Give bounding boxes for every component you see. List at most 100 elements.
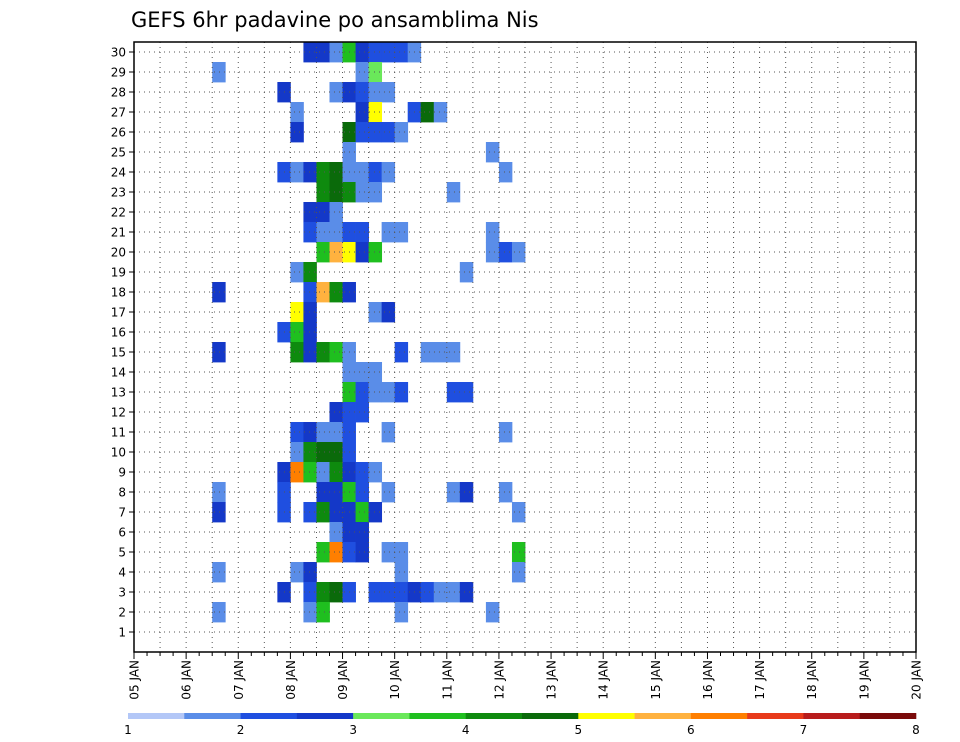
y-tick-label: 20 <box>111 246 126 260</box>
colorbar-swatch <box>522 713 579 719</box>
heatmap-cell <box>446 182 461 203</box>
y-tick-label: 10 <box>111 446 126 460</box>
heatmap-cell <box>355 102 369 123</box>
y-tick-label: 15 <box>111 346 126 360</box>
colorbar: 1234567810121520 <box>124 713 920 737</box>
heatmap-cell <box>368 502 383 523</box>
heatmap-cell <box>290 422 304 443</box>
heatmap-cell <box>368 122 383 143</box>
colorbar-swatch <box>803 713 861 719</box>
x-tick-label: 20 JAN <box>910 660 924 700</box>
heatmap-cell <box>329 222 343 243</box>
heatmap-cell <box>446 482 461 503</box>
y-tick-label: 27 <box>111 106 126 120</box>
heatmap-cell <box>459 482 474 503</box>
colorbar-label: 2 <box>237 723 245 737</box>
x-tick-label: 13 JAN <box>545 660 559 700</box>
heatmap-cell <box>420 342 435 363</box>
heatmap-cell <box>420 102 435 123</box>
heatmap-cell <box>316 482 330 503</box>
colorbar-swatch <box>747 713 804 719</box>
heatmap-cell <box>381 542 396 563</box>
colorbar-swatch <box>240 713 298 719</box>
heatmap-cell <box>329 482 343 503</box>
heatmap-cell <box>459 382 474 403</box>
x-tick-label: 09 JAN <box>336 660 350 700</box>
heatmap-cell <box>290 462 304 483</box>
y-tick-label: 25 <box>111 146 126 160</box>
y-tick-label: 13 <box>111 386 126 400</box>
heatmap-cell <box>316 242 330 263</box>
heatmap-cell <box>381 302 396 323</box>
heatmap-cell <box>316 222 330 243</box>
heatmap-cell <box>355 162 369 183</box>
heatmap-cell <box>329 422 343 443</box>
y-tick-label: 5 <box>118 546 126 560</box>
heatmap-cell <box>511 502 526 523</box>
heatmap-cell <box>394 122 409 143</box>
heatmap-cell <box>355 402 369 423</box>
heatmap-cell <box>394 542 409 563</box>
x-tick-label: 08 JAN <box>284 660 298 700</box>
heatmap-cell <box>355 362 369 383</box>
heatmap-cell <box>329 342 343 363</box>
heatmap-cell <box>381 42 396 63</box>
y-tick-label: 12 <box>111 406 126 420</box>
x-tick-label: 11 JAN <box>440 660 454 700</box>
heatmap-cell <box>329 502 343 523</box>
x-tick-label: 12 JAN <box>492 660 506 700</box>
heatmap-cell <box>316 422 330 443</box>
heatmap-cell <box>368 102 383 123</box>
y-tick-label: 6 <box>118 526 126 540</box>
heatmap-cell <box>212 562 226 583</box>
heatmap-cell <box>355 42 369 63</box>
heatmap-cell <box>303 262 317 283</box>
heatmap-cell <box>394 42 409 63</box>
heatmap-cell <box>290 102 304 123</box>
y-tick-label: 8 <box>118 486 126 500</box>
heatmap-cell <box>303 222 317 243</box>
heatmap-cell <box>498 422 513 443</box>
colorbar-label: 3 <box>349 723 357 737</box>
heatmap-cell <box>329 42 343 63</box>
heatmap-cell <box>290 562 304 583</box>
heatmap-cell <box>368 382 383 403</box>
heatmap-cell <box>290 322 304 343</box>
x-tick-label: 17 JAN <box>753 660 767 700</box>
heatmap-cell <box>355 82 369 103</box>
y-tick-label: 18 <box>111 286 126 300</box>
heatmap-cell <box>381 82 396 103</box>
heatmap-cell <box>212 342 226 363</box>
heatmap-cell <box>316 342 330 363</box>
chart-title: GEFS 6hr padavine po ansamblima Nis <box>131 8 539 32</box>
x-tick-label: 10 JAN <box>388 660 402 700</box>
y-tick-label: 11 <box>111 426 126 440</box>
heatmap-cell <box>381 382 396 403</box>
heatmap-cell <box>498 242 513 263</box>
colorbar-swatch <box>296 713 354 719</box>
heatmap-cell <box>329 82 343 103</box>
heatmap-cell <box>368 242 383 263</box>
heatmap-cell <box>329 182 343 203</box>
heatmap-cell <box>511 542 526 563</box>
colorbar-swatch <box>184 713 241 719</box>
heatmap-cell <box>355 182 369 203</box>
colorbar-swatch <box>690 713 748 719</box>
heatmap-cell <box>394 562 409 583</box>
heatmap-cell <box>394 602 409 623</box>
heatmap-cell <box>316 602 330 623</box>
heatmap-cells <box>212 42 526 623</box>
heatmap-cell <box>485 142 500 163</box>
y-axis: 1234567891011121314151617181920212223242… <box>111 46 134 640</box>
heatmap-cell <box>316 442 330 463</box>
heatmap-cell <box>316 582 330 603</box>
y-tick-label: 4 <box>118 566 126 580</box>
heatmap-cell <box>355 62 369 83</box>
heatmap-cell <box>446 582 461 603</box>
heatmap-cell <box>329 542 343 563</box>
heatmap-cell <box>355 542 369 563</box>
colorbar-swatch <box>353 713 410 719</box>
heatmap-cell <box>381 422 396 443</box>
heatmap-cell <box>498 482 513 503</box>
